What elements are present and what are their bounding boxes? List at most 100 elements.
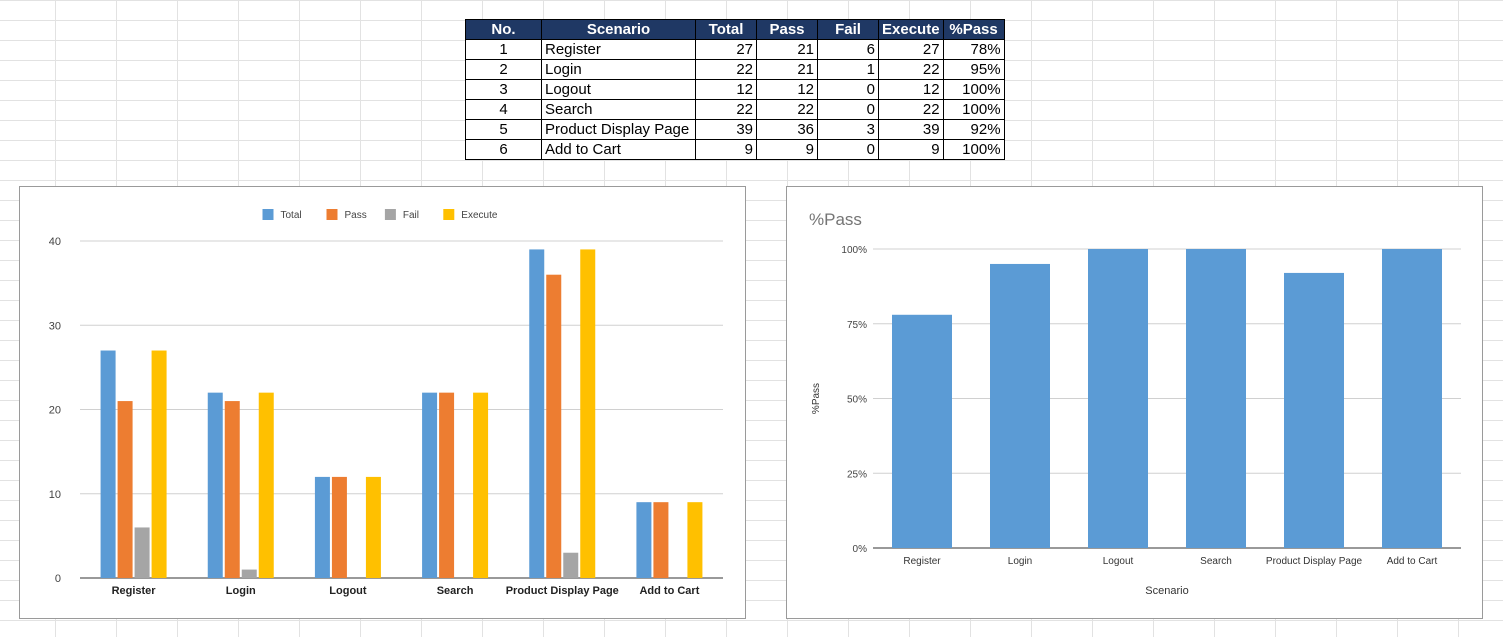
- bar-fail-login[interactable]: [241, 569, 257, 578]
- cell-no[interactable]: 2: [465, 59, 542, 80]
- cell-pass-percent[interactable]: 100%: [942, 79, 1005, 100]
- cell-fail[interactable]: 3: [817, 119, 879, 140]
- bar-pass-search[interactable]: [439, 392, 455, 578]
- header-execute[interactable]: Execute: [878, 19, 944, 40]
- cell-scenario[interactable]: Add to Cart: [541, 139, 696, 160]
- pass-percent-chart[interactable]: %Pass 0% 25% 50% 75% 100% Register Login Logout S…: [786, 186, 1483, 619]
- y-tick-label: 30: [49, 320, 61, 332]
- bar-total-register[interactable]: [100, 350, 116, 578]
- bar-total-search[interactable]: [422, 392, 438, 578]
- scenario-counts-chart[interactable]: 0 10 20 30 40 Register Login Logout Search Produc…: [19, 186, 746, 619]
- cell-pass[interactable]: 22: [756, 99, 818, 120]
- bar-fail-register[interactable]: [134, 527, 150, 578]
- cell-no[interactable]: 5: [465, 119, 542, 140]
- cell-scenario[interactable]: Product Display Page: [541, 119, 696, 140]
- bar-fail-product-display-page[interactable]: [563, 552, 579, 578]
- cell-total[interactable]: 12: [695, 79, 757, 100]
- cell-no[interactable]: 4: [465, 99, 542, 120]
- cell-scenario[interactable]: Register: [541, 39, 696, 60]
- header-pass-percent[interactable]: %Pass: [942, 19, 1005, 40]
- bar-pass-add-to-cart[interactable]: [653, 502, 669, 578]
- cell-fail[interactable]: 0: [817, 139, 879, 160]
- bar-execute-product-display-page[interactable]: [580, 249, 596, 579]
- cell-total[interactable]: 27: [695, 39, 757, 60]
- x-tick-label: Login: [226, 585, 256, 597]
- y-tick-label: 75%: [847, 320, 867, 331]
- cell-total[interactable]: 22: [695, 99, 757, 120]
- bar-execute-search[interactable]: [473, 392, 489, 578]
- bar-pass-percent-add-to-cart[interactable]: [1382, 249, 1442, 548]
- x-tick-label: Logout: [1103, 556, 1134, 567]
- table-row: 1 Register 27 21 6 27 78%: [465, 39, 1005, 60]
- header-fail[interactable]: Fail: [817, 19, 879, 40]
- cell-pass-percent[interactable]: 100%: [942, 139, 1005, 160]
- cell-scenario[interactable]: Search: [541, 99, 696, 120]
- cell-scenario[interactable]: Login: [541, 59, 696, 80]
- y-tick-label: 100%: [841, 245, 867, 256]
- cell-scenario[interactable]: Logout: [541, 79, 696, 100]
- chart-title: %Pass: [809, 210, 862, 229]
- cell-no[interactable]: 1: [465, 39, 542, 60]
- cell-execute[interactable]: 9: [878, 139, 944, 160]
- bar-total-product-display-page[interactable]: [529, 249, 545, 579]
- bar-total-add-to-cart[interactable]: [636, 502, 652, 578]
- bar-execute-logout[interactable]: [365, 476, 381, 578]
- header-total[interactable]: Total: [695, 19, 757, 40]
- table-row: 2 Login 22 21 1 22 95%: [465, 59, 1005, 80]
- bar-pass-percent-product-display-page[interactable]: [1284, 272, 1344, 548]
- x-tick-label: Register: [112, 585, 157, 597]
- x-tick-label: Add to Cart: [1387, 556, 1438, 567]
- cell-pass[interactable]: 9: [756, 139, 818, 160]
- cell-execute[interactable]: 39: [878, 119, 944, 140]
- cell-no[interactable]: 6: [465, 139, 542, 160]
- header-no[interactable]: No.: [465, 19, 542, 40]
- bar-total-login[interactable]: [207, 392, 223, 578]
- x-tick-label: Logout: [329, 585, 367, 597]
- bar-pass-logout[interactable]: [331, 476, 347, 578]
- cell-fail[interactable]: 6: [817, 39, 879, 60]
- table-row: 4 Search 22 22 0 22 100%: [465, 99, 1005, 120]
- bar-execute-add-to-cart[interactable]: [687, 502, 703, 578]
- bar-execute-login[interactable]: [258, 392, 274, 578]
- header-pass[interactable]: Pass: [756, 19, 818, 40]
- y-tick-label: 10: [49, 489, 61, 501]
- bar-pass-percent-search[interactable]: [1186, 249, 1246, 548]
- cell-pass-percent[interactable]: 100%: [942, 99, 1005, 120]
- x-tick-label: Search: [1200, 556, 1232, 567]
- x-tick-label: Product Display Page: [506, 585, 619, 597]
- cell-pass-percent[interactable]: 95%: [942, 59, 1005, 80]
- header-scenario[interactable]: Scenario: [541, 19, 696, 40]
- y-tick-label: 20: [49, 405, 61, 417]
- x-tick-label: Login: [1008, 556, 1032, 567]
- cell-execute[interactable]: 22: [878, 59, 944, 80]
- bar-pass-login[interactable]: [224, 401, 240, 578]
- bar-pass-percent-register[interactable]: [892, 314, 952, 548]
- cell-fail[interactable]: 1: [817, 59, 879, 80]
- table-row: 6 Add to Cart 9 9 0 9 100%: [465, 139, 1005, 160]
- cell-pass-percent[interactable]: 78%: [942, 39, 1005, 60]
- x-axis-title: Scenario: [1145, 585, 1188, 597]
- bar-execute-register[interactable]: [151, 350, 167, 578]
- bar-pass-product-display-page[interactable]: [546, 274, 562, 578]
- x-tick-label: Search: [437, 585, 474, 597]
- bar-pass-register[interactable]: [117, 401, 133, 578]
- cell-execute[interactable]: 12: [878, 79, 944, 100]
- cell-total[interactable]: 9: [695, 139, 757, 160]
- cell-total[interactable]: 22: [695, 59, 757, 80]
- cell-no[interactable]: 3: [465, 79, 542, 100]
- cell-execute[interactable]: 22: [878, 99, 944, 120]
- cell-pass[interactable]: 36: [756, 119, 818, 140]
- cell-pass-percent[interactable]: 92%: [942, 119, 1005, 140]
- cell-fail[interactable]: 0: [817, 99, 879, 120]
- cell-fail[interactable]: 0: [817, 79, 879, 100]
- legend-swatch-execute: [443, 209, 455, 220]
- cell-total[interactable]: 39: [695, 119, 757, 140]
- cell-pass[interactable]: 21: [756, 59, 818, 80]
- x-tick-label: Product Display Page: [1266, 556, 1363, 567]
- bar-pass-percent-logout[interactable]: [1088, 249, 1148, 548]
- cell-pass[interactable]: 12: [756, 79, 818, 100]
- cell-pass[interactable]: 21: [756, 39, 818, 60]
- cell-execute[interactable]: 27: [878, 39, 944, 60]
- bar-pass-percent-login[interactable]: [990, 263, 1050, 548]
- bar-total-logout[interactable]: [314, 476, 330, 578]
